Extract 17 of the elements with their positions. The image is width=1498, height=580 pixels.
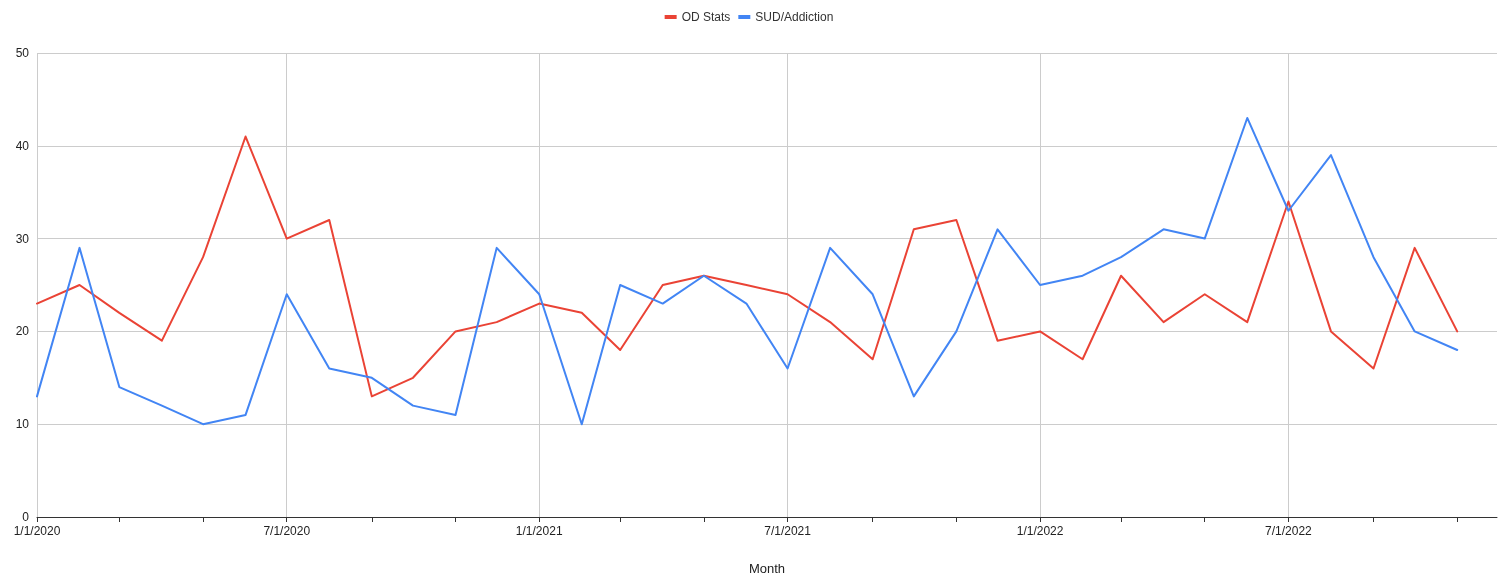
y-tick-label: 0 — [22, 510, 30, 524]
x-tick-label: 7/1/2020 — [263, 524, 311, 538]
y-tick-label: 30 — [15, 231, 30, 246]
y-tick-label: 10 — [15, 417, 30, 432]
y-tick-label: 50 — [15, 46, 30, 60]
y-tick-label: 40 — [15, 138, 30, 153]
x-tick-label: 7/1/2021 — [764, 524, 812, 538]
x-tick-label: 7/1/2022 — [1265, 524, 1313, 538]
line-series — [36, 116, 1459, 426]
line-series — [36, 135, 1459, 398]
y-tick-label: 20 — [15, 324, 30, 339]
x-axis-title: Month — [748, 561, 786, 576]
x-tick-label: 1/1/2020 — [13, 524, 61, 538]
legend-label: OD Stats — [681, 10, 731, 24]
x-tick-label: 1/1/2021 — [515, 524, 563, 538]
x-tick-label: 1/1/2022 — [1016, 524, 1064, 538]
legend-label: SUD/Addiction — [755, 10, 834, 24]
